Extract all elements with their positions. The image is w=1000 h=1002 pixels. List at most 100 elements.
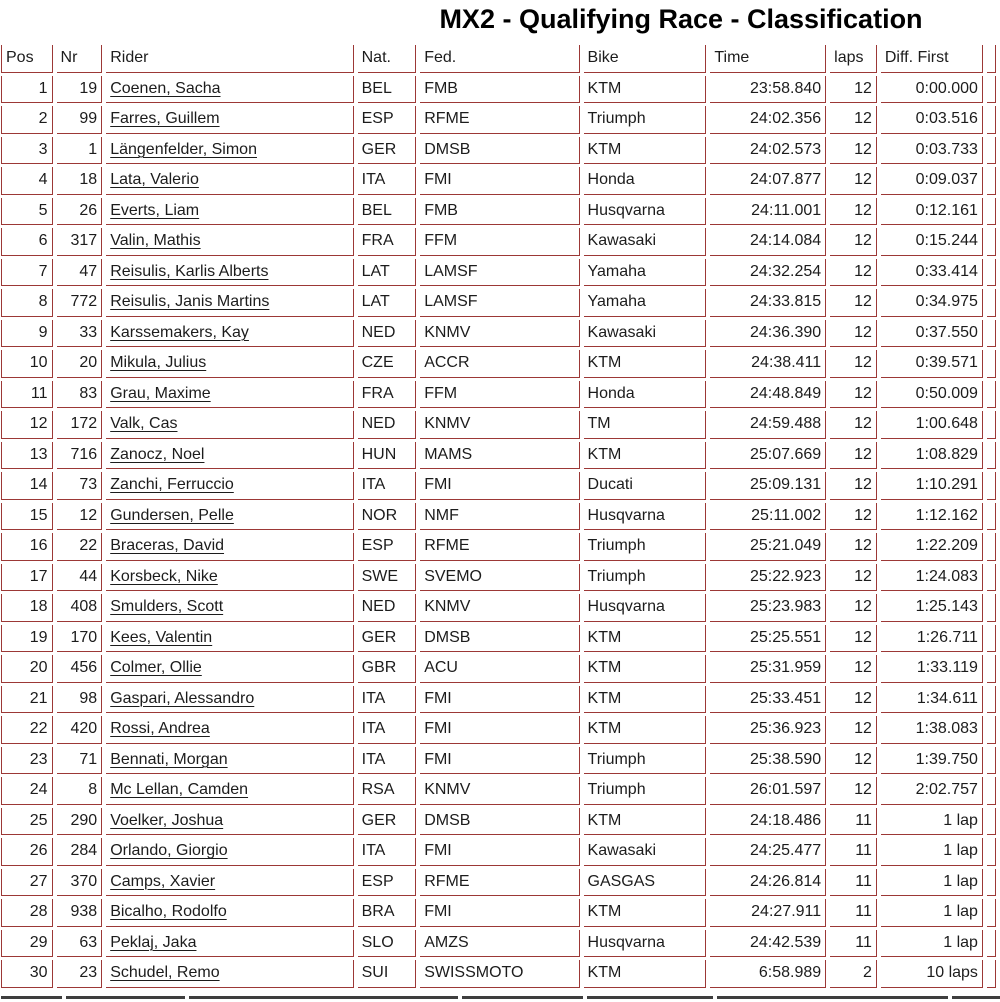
column-header-pos: Pos (1, 45, 53, 73)
pos-cell: 2 (1, 106, 53, 134)
bike-cell: Husqvarna (583, 502, 707, 530)
fed-cell: ACU (420, 655, 580, 683)
fed-cell: LAMSF (420, 289, 580, 317)
pos-cell: 4 (1, 167, 53, 195)
clipped-cell (986, 136, 996, 164)
rider-link[interactable]: Colmer, Ollie (110, 659, 202, 677)
table-row: 7 47 Reisulis, Karlis Alberts LAT LAMSF Yamah… (1, 258, 996, 286)
rider-link[interactable]: Smulders, Scott (110, 598, 224, 616)
rider-link[interactable]: Braceras, David (110, 537, 225, 555)
diff_first-cell: 0:12.161 (880, 197, 983, 225)
nat-cell: RSA (357, 777, 417, 805)
rider-link[interactable]: Schudel, Remo (110, 964, 220, 982)
nr-cell: 317 (56, 228, 103, 256)
nat-cell: GER (357, 136, 417, 164)
table-row: 13 716 Zanocz, Noel HUN MAMS KTM 25:07.669 12 1:… (1, 441, 996, 469)
diff_first-cell: 1 lap (880, 868, 983, 896)
diff_first-cell: 0:33.414 (880, 258, 983, 286)
rider-link[interactable]: Mc Lellan, Camden (110, 781, 249, 799)
pos-cell: 16 (1, 533, 53, 561)
clipped-cell (986, 716, 996, 744)
table-row: 12 172 Valk, Cas NED KNMV TM 24:59.488 12 1:00.6… (1, 411, 996, 439)
fed-cell: LAMSF (420, 258, 580, 286)
rider-link[interactable]: Peklaj, Jaka (110, 933, 197, 951)
rider-link[interactable]: Everts, Liam (110, 201, 200, 219)
pos-cell: 14 (1, 472, 53, 500)
classification-table-wrap: Pos Nr Rider Nat. Fed. Bike Time laps Diff. Firs… (0, 42, 1000, 991)
clipped-cell (986, 350, 996, 378)
rider-cell: Bicalho, Rodolfo (106, 899, 354, 927)
bike-cell: KTM (583, 960, 707, 988)
bike-cell: Husqvarna (583, 197, 707, 225)
section-divider-segment (587, 996, 713, 999)
laps-cell: 11 (830, 899, 877, 927)
rider-cell: Mc Lellan, Camden (106, 777, 354, 805)
rider-link[interactable]: Orlando, Giorgio (110, 842, 228, 860)
time-cell: 24:26.814 (710, 868, 827, 896)
rider-link[interactable]: Valin, Mathis (110, 232, 201, 250)
rider-link[interactable]: Rossi, Andrea (110, 720, 210, 738)
diff_first-cell: 10 laps (880, 960, 983, 988)
nr-cell: 408 (56, 594, 103, 622)
nr-cell: 33 (56, 319, 103, 347)
rider-link[interactable]: Camps, Xavier (110, 872, 216, 890)
rider-link[interactable]: Voelker, Joshua (110, 811, 224, 829)
laps-cell: 12 (830, 106, 877, 134)
rider-cell: Gaspari, Alessandro (106, 685, 354, 713)
rider-link[interactable]: Korsbeck, Nike (110, 567, 218, 585)
table-row: 29 63 Peklaj, Jaka SLO AMZS Husqvarna 24:42.53… (1, 929, 996, 957)
laps-cell: 12 (830, 258, 877, 286)
rider-link[interactable]: Reisulis, Janis Martins (110, 293, 270, 311)
rider-link[interactable]: Farres, Guillem (110, 110, 220, 128)
nat-cell: BRA (357, 899, 417, 927)
rider-link[interactable]: Grau, Maxime (110, 384, 211, 402)
nat-cell: SUI (357, 960, 417, 988)
column-header-fed: Fed. (420, 45, 580, 73)
rider-cell: Mikula, Julius (106, 350, 354, 378)
nr-cell: 172 (56, 411, 103, 439)
diff_first-cell: 1:26.711 (880, 624, 983, 652)
bike-cell: KTM (583, 655, 707, 683)
nat-cell: ITA (357, 746, 417, 774)
rider-link[interactable]: Lata, Valerio (110, 171, 199, 189)
bike-cell: Ducati (583, 472, 707, 500)
clipped-cell (986, 411, 996, 439)
rider-cell: Smulders, Scott (106, 594, 354, 622)
nr-cell: 23 (56, 960, 103, 988)
laps-cell: 11 (830, 838, 877, 866)
rider-link[interactable]: Kees, Valentin (110, 628, 213, 646)
time-cell: 23:58.840 (710, 75, 827, 103)
rider-link[interactable]: Mikula, Julius (110, 354, 207, 372)
pos-cell: 7 (1, 258, 53, 286)
rider-link[interactable]: Gaspari, Alessandro (110, 689, 255, 707)
rider-link[interactable]: Gundersen, Pelle (110, 506, 234, 524)
clipped-cell (986, 197, 996, 225)
nat-cell: SLO (357, 929, 417, 957)
nat-cell: BEL (357, 75, 417, 103)
table-row: 20 456 Colmer, Ollie GBR ACU KTM 25:31.959 12 1:… (1, 655, 996, 683)
fed-cell: FFM (420, 380, 580, 408)
rider-link[interactable]: Bicalho, Rodolfo (110, 903, 227, 921)
rider-link[interactable]: Coenen, Sacha (110, 79, 221, 97)
time-cell: 25:07.669 (710, 441, 827, 469)
rider-link[interactable]: Reisulis, Karlis Alberts (110, 262, 269, 280)
laps-cell: 12 (830, 594, 877, 622)
rider-cell: Grau, Maxime (106, 380, 354, 408)
rider-link[interactable]: Zanocz, Noel (110, 445, 205, 463)
nat-cell: NED (357, 319, 417, 347)
rider-link[interactable]: Valk, Cas (110, 415, 178, 433)
nr-cell: 63 (56, 929, 103, 957)
fed-cell: AMZS (420, 929, 580, 957)
nr-cell: 772 (56, 289, 103, 317)
table-row: 14 73 Zanchi, Ferruccio ITA FMI Ducati 25:09.1… (1, 472, 996, 500)
nr-cell: 20 (56, 350, 103, 378)
diff_first-cell: 0:00.000 (880, 75, 983, 103)
clipped-cell (986, 228, 996, 256)
diff_first-cell: 1:00.648 (880, 411, 983, 439)
rider-link[interactable]: Längenfelder, Simon (110, 140, 257, 158)
bike-cell: KTM (583, 624, 707, 652)
clipped-cell (986, 75, 996, 103)
rider-link[interactable]: Zanchi, Ferruccio (110, 476, 234, 494)
rider-link[interactable]: Bennati, Morgan (110, 750, 228, 768)
rider-link[interactable]: Karssemakers, Kay (110, 323, 249, 341)
